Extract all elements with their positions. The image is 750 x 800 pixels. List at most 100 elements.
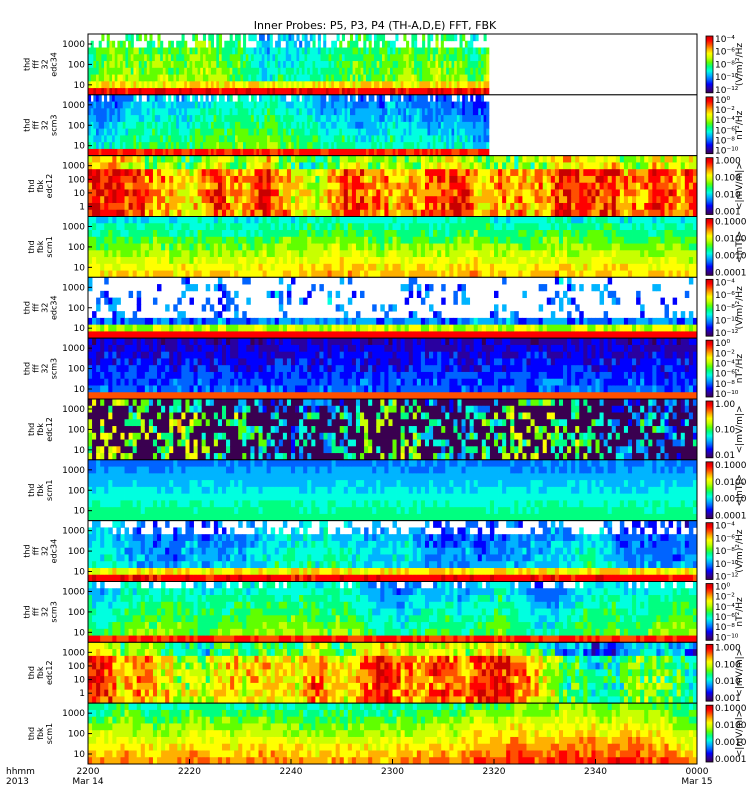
spectrogram-cell [96,54,100,62]
spectrogram-cell [433,189,438,197]
spectrogram-cell [335,236,341,244]
spectrogram-cell [416,74,420,82]
spectrogram-cell [130,47,134,55]
spectrogram-cell [303,243,308,251]
spectrogram-cell [489,216,495,224]
spectrogram-cell [269,81,273,89]
spectrogram-cell [379,88,383,96]
spectrogram-cell [462,74,466,82]
spectrogram-cell [481,196,487,204]
spectrogram-cell [216,61,220,69]
spectrogram-cell [387,128,391,136]
spectrogram-cell [149,115,153,123]
spectrogram-cell [128,81,132,89]
spectrogram-cell [388,196,393,204]
spectrogram-cell [112,155,117,163]
spectrogram-cell [317,148,321,157]
spectrogram-cell [550,250,556,258]
spectrogram-cell [400,115,404,123]
spectrogram-cell [349,148,354,157]
spectrogram-cell [344,94,348,102]
spectrogram-cell [311,236,316,244]
spectrogram-cell [200,142,204,150]
spectrogram-cell [291,148,295,157]
spectrogram-cell [157,135,161,143]
spectrogram-cell [648,202,653,211]
spectrogram-cell [331,108,335,116]
spectrogram-cell [173,115,177,123]
spectrogram-cell [248,128,252,136]
spectrogram-cell [437,263,442,271]
spectrogram-cell [489,202,495,211]
spectrogram-cell [256,40,260,48]
spectrogram-cell [424,81,428,89]
spectrogram-cell [454,54,458,62]
spectrogram-cell [494,263,499,271]
spectrogram-cell [92,196,97,204]
spectrogram-cell [387,108,391,116]
spectrogram-cell [414,61,418,69]
spectrogram-cell [312,54,316,62]
spectrogram-cell [200,81,204,89]
spectrogram-cell [304,34,308,42]
spectrogram-cell [88,108,92,116]
spectrogram-cell [248,148,252,157]
spectrogram-cell [343,216,349,224]
spectrogram-cell [387,142,391,150]
spectrogram-cell [424,250,430,258]
spectrogram-cell [193,196,199,204]
spectrogram-cell [453,263,458,271]
spectrogram-cell [253,67,257,75]
spectrogram-cell [360,128,364,136]
spectrogram-cell [128,189,134,197]
spectrogram-cell [152,121,156,130]
spectrogram-cell [234,162,239,170]
spectrogram-cell [623,209,629,217]
spectrogram-cell [420,196,426,204]
spectrogram-cell [278,236,284,244]
spectrogram-cell [372,250,377,258]
spectrogram-cell [478,142,482,150]
spectrogram-cell [445,175,450,184]
spectrogram-cell [343,209,349,217]
spectrogram-cell [272,148,276,157]
spectrogram-cell [138,81,142,89]
spectrogram-cell [349,115,354,123]
spectrogram-cell [424,169,430,177]
spectrogram-cell [692,175,698,184]
spectrogram-cell [498,250,503,258]
spectrogram-cell [210,47,215,55]
spectrogram-cell [373,54,378,62]
spectrogram-cell [184,74,188,82]
spectrogram-cell [291,40,295,48]
spectrogram-cell [376,115,380,123]
spectrogram-cell [319,250,324,258]
spectrogram-cell [185,162,190,170]
spectrogram-cell [114,115,118,123]
spectrogram-cell [352,142,356,150]
spectrogram-cell [90,135,94,143]
spectrogram-cell [152,88,156,96]
spectrogram-cell [248,88,252,96]
spectrogram-cell [451,81,455,89]
spectrogram-cell [341,128,345,136]
spectrogram-cell [315,162,320,170]
spectrogram-cell [240,81,244,89]
spectrogram-cell [311,250,316,258]
spectrogram-cell [213,270,219,278]
spectrogram-cell [331,257,337,265]
spectrogram-cell [282,175,288,184]
spectrogram-cell [325,121,329,130]
spectrogram-cell [96,121,100,130]
spectrogram-cell [457,270,462,278]
spectrogram-cell [454,128,458,136]
spectrogram-cell [104,108,108,116]
spectrogram-cell [152,47,156,55]
spectrogram-cell [382,34,386,42]
spectrogram-cell [144,155,150,163]
spectrogram-cell [478,101,482,109]
spectrogram-cell [461,230,466,238]
spectrogram-cell [360,250,365,258]
spectrogram-cell [226,155,231,163]
spectrogram-cell [299,67,303,75]
